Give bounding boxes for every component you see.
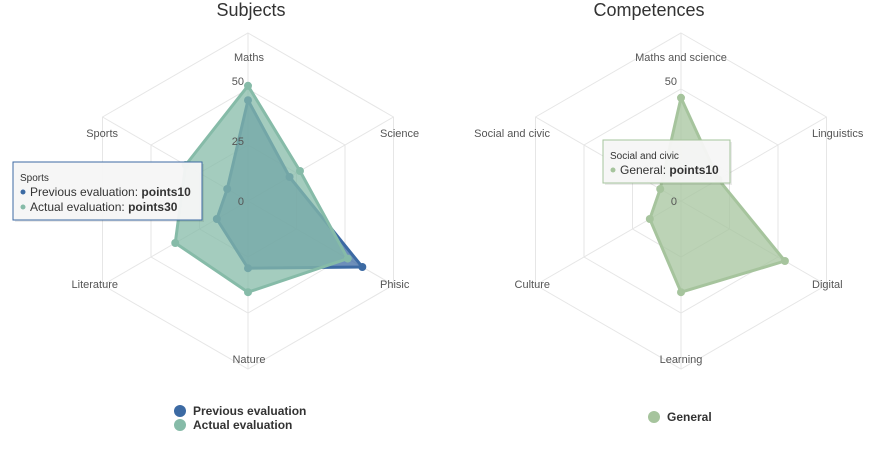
tooltip-row-value: points30 bbox=[128, 200, 178, 214]
legend-item[interactable]: General bbox=[648, 410, 712, 424]
series-layer bbox=[645, 93, 789, 297]
tooltip-box bbox=[602, 139, 731, 184]
tooltip-row-sep: : bbox=[121, 200, 128, 214]
competences-chart: Competences Maths and science Linguistics… bbox=[474, 0, 864, 424]
data-point[interactable] bbox=[677, 93, 685, 102]
legend-swatch bbox=[648, 411, 660, 423]
legend-label: Actual evaluation bbox=[193, 418, 292, 432]
subjects-chart: Subjects Maths Science Phisic Nature Literat… bbox=[12, 0, 420, 432]
data-point[interactable] bbox=[244, 81, 252, 90]
category-label: Literature bbox=[72, 279, 118, 291]
category-label: Maths bbox=[234, 52, 264, 64]
tooltip-row-sep: : bbox=[663, 163, 670, 177]
tick-label: 50 bbox=[665, 76, 677, 88]
category-label: Nature bbox=[232, 354, 265, 366]
data-point[interactable] bbox=[656, 185, 665, 193]
category-labels: Maths and science Linguistics Digital Learn… bbox=[474, 52, 864, 366]
tooltip-swatch bbox=[20, 204, 26, 210]
category-label: Sports bbox=[86, 128, 118, 140]
tick-label: 25 bbox=[232, 136, 244, 148]
tooltip-row-label: Actual evaluation bbox=[30, 200, 121, 214]
data-point[interactable] bbox=[171, 239, 180, 247]
category-label: Culture bbox=[515, 279, 550, 291]
tick-label: 50 bbox=[232, 76, 244, 88]
data-point[interactable] bbox=[677, 288, 685, 297]
data-point[interactable] bbox=[295, 167, 304, 175]
tick-labels: 0 50 bbox=[665, 76, 677, 208]
tick-label: 0 bbox=[238, 196, 244, 208]
legend-item[interactable]: Actual evaluation bbox=[174, 418, 292, 432]
category-label: Digital bbox=[812, 279, 843, 291]
tooltip-row-value: points10 bbox=[141, 185, 191, 199]
data-point[interactable] bbox=[780, 257, 789, 265]
legend-swatch bbox=[174, 419, 186, 431]
tooltip-swatch bbox=[20, 189, 26, 195]
data-point[interactable] bbox=[645, 215, 654, 223]
chart-title: Subjects bbox=[216, 0, 285, 20]
legend: General bbox=[648, 410, 712, 424]
legend-label: General bbox=[667, 410, 712, 424]
category-label: Social and civic bbox=[474, 128, 550, 140]
data-point[interactable] bbox=[358, 263, 367, 271]
tooltip-row: General: points10 bbox=[620, 163, 719, 177]
tooltip-row-label: General bbox=[620, 163, 663, 177]
tick-labels: 0 25 50 bbox=[232, 76, 244, 208]
tooltip-row-sep: : bbox=[135, 185, 142, 199]
tooltip-header: Sports bbox=[20, 173, 49, 184]
legend-label: Previous evaluation bbox=[193, 404, 306, 418]
tooltip-box bbox=[12, 161, 203, 221]
tick-label: 0 bbox=[671, 196, 677, 208]
tooltip-row: Actual evaluation: points30 bbox=[30, 200, 178, 214]
tooltip-header: Social and civic bbox=[610, 151, 679, 162]
data-point[interactable] bbox=[343, 254, 352, 263]
tooltip-swatch bbox=[610, 167, 616, 173]
category-label: Maths and science bbox=[635, 52, 727, 64]
legend-item[interactable]: Previous evaluation bbox=[174, 404, 306, 418]
category-label: Phisic bbox=[380, 279, 410, 291]
series-area bbox=[648, 96, 787, 294]
chart-title: Competences bbox=[593, 0, 704, 20]
category-labels: Maths Science Phisic Nature Literature Sports bbox=[72, 52, 420, 366]
category-label: Linguistics bbox=[812, 128, 864, 140]
tooltip-row-value: points10 bbox=[669, 163, 719, 177]
category-label: Science bbox=[380, 128, 419, 140]
category-label: Learning bbox=[660, 354, 703, 366]
data-point[interactable] bbox=[244, 288, 252, 297]
legend-swatch bbox=[174, 405, 186, 417]
tooltip-row: Previous evaluation: points10 bbox=[30, 185, 191, 199]
tooltip-row-label: Previous evaluation bbox=[30, 185, 135, 199]
